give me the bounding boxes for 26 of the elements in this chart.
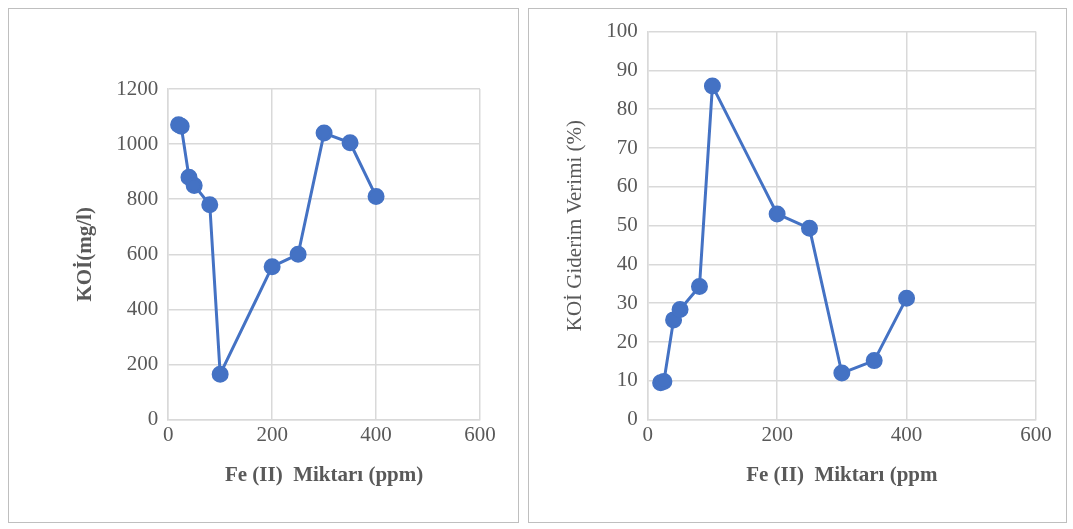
y-tick-label: 1200 <box>116 75 159 100</box>
y-tick-label: 400 <box>126 295 159 320</box>
x-axis-title: Fe (II) Miktarı (ppm <box>746 461 939 486</box>
x-tick-label: 200 <box>761 421 793 446</box>
x-tick-label: 400 <box>360 421 392 446</box>
y-tick-label: 800 <box>126 185 159 210</box>
x-tick-label: 600 <box>1020 421 1052 446</box>
x-tick-label: 600 <box>464 421 496 446</box>
y-tick-label: 60 <box>616 173 638 198</box>
y-tick-label: 70 <box>616 134 638 159</box>
y-tick-label: 100 <box>606 18 638 43</box>
x-axis-title: Fe (II) Miktarı (ppm) <box>224 461 424 486</box>
y-tick-label: 90 <box>616 56 638 81</box>
y-tick-label: 30 <box>616 289 638 314</box>
y-tick-label: 1000 <box>116 130 159 155</box>
y-tick-label: 200 <box>126 351 159 376</box>
y-axis-title: KOİ(mg/l) <box>72 207 97 302</box>
y-axis-title: KOİ Giderim Verimi (%) <box>562 119 587 332</box>
y-tick-label: 10 <box>616 367 638 392</box>
y-tick-label: 50 <box>616 212 638 237</box>
y-tick-label: 80 <box>616 95 638 120</box>
x-tick-label: 400 <box>890 421 923 446</box>
y-tick-label: 600 <box>126 240 159 265</box>
y-tick-label: 40 <box>616 250 638 275</box>
y-tick-label: 20 <box>616 328 638 353</box>
x-tick-label: 200 <box>256 421 288 446</box>
